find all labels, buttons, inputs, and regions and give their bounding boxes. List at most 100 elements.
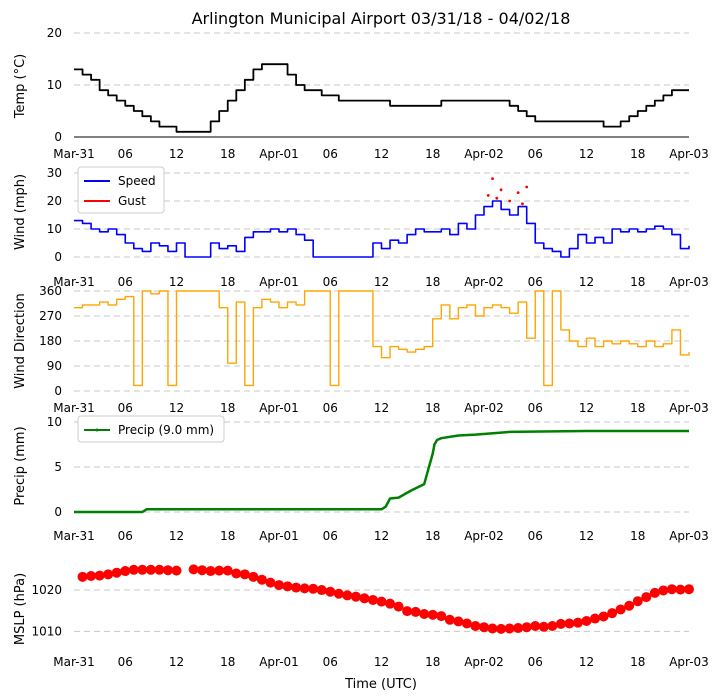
x-tick-label: Apr-03 [669, 529, 709, 543]
x-tick-label: 18 [630, 529, 645, 543]
gust-point [495, 196, 499, 200]
mslp-point [94, 570, 105, 581]
mslp-point [231, 568, 242, 579]
series-line-temperature [74, 63, 689, 133]
mslp-point [308, 583, 319, 594]
x-tick-label: Mar-31 [53, 655, 94, 669]
mslp-point [436, 611, 447, 622]
x-tick-label: 18 [220, 401, 235, 415]
x-tick-label: 12 [579, 529, 594, 543]
x-tick-label: 12 [169, 147, 184, 161]
y-tick-label: 0 [54, 384, 62, 398]
x-tick-label: 18 [425, 401, 440, 415]
mslp-point [547, 620, 558, 631]
mslp-point [453, 616, 464, 627]
data-temperature [74, 63, 689, 133]
x-tick-label: 12 [579, 147, 594, 161]
x-tick-label: 06 [528, 275, 543, 289]
x-tick-label: Apr-03 [669, 147, 709, 161]
legend-marker [95, 428, 99, 432]
x-tick-label: 12 [374, 529, 389, 543]
gust-point [516, 191, 520, 195]
mslp-point [624, 600, 635, 611]
panel-wind [74, 172, 689, 258]
x-tick-label: 06 [528, 655, 543, 669]
gust-point [521, 202, 524, 206]
x-tick-label: Apr-02 [464, 147, 504, 161]
panel-mslp [74, 589, 689, 632]
mslp-point [86, 571, 97, 581]
mslp-point [410, 606, 421, 617]
mslp-point [162, 565, 173, 576]
mslp-point [103, 569, 114, 580]
y-axis-label: Wind Direction [13, 293, 28, 389]
gust-point [486, 194, 490, 197]
mslp-point [684, 584, 694, 595]
x-tick-label: 18 [425, 275, 440, 289]
x-tick-label: 06 [323, 401, 338, 415]
mslp-point [598, 611, 609, 622]
mslp-point [590, 613, 601, 624]
mslp-point [632, 596, 643, 607]
x-tick-label: Apr-02 [464, 401, 504, 415]
mslp-point [479, 622, 489, 633]
y-axis-label: MSLP (hPa) [13, 573, 28, 645]
mslp-point [154, 564, 165, 575]
mslp-point [197, 565, 208, 576]
y-tick-label: 270 [39, 309, 62, 323]
gust-point [499, 188, 503, 192]
mslp-point [128, 564, 139, 575]
mslp-point [120, 566, 131, 577]
x-tick-label: 18 [630, 275, 645, 289]
x-tick-label: 18 [425, 655, 440, 669]
mslp-point [342, 590, 353, 601]
x-tick-label: 06 [118, 401, 133, 415]
mslp-point [367, 594, 378, 605]
x-tick-label: 12 [579, 275, 594, 289]
mslp-point [282, 581, 293, 592]
x-tick-label: 12 [579, 655, 594, 669]
x-tick-label: 12 [169, 529, 184, 543]
mslp-point [171, 565, 182, 576]
panel-temperature [74, 32, 689, 138]
data-mslp [77, 564, 694, 634]
x-tick-label: Apr-01 [259, 275, 299, 289]
mslp-point [564, 618, 575, 629]
mslp-point [265, 577, 276, 588]
mslp-point [658, 585, 669, 596]
data-wind_direction [74, 290, 690, 387]
mslp-point [675, 584, 686, 595]
x-tick-label: 18 [425, 529, 440, 543]
mslp-point [248, 571, 259, 582]
y-tick-label: 20 [47, 194, 62, 208]
x-tick-label: 12 [169, 401, 184, 415]
mslp-point [419, 609, 430, 619]
x-tick-label: Mar-31 [53, 147, 94, 161]
x-tick-label: 18 [630, 147, 645, 161]
series-line-speed [74, 200, 690, 258]
x-tick-label: Mar-31 [53, 275, 94, 289]
x-tick-label: Mar-31 [53, 401, 94, 415]
data-wind [74, 177, 690, 258]
mslp-point [222, 565, 233, 576]
x-tick-label: Apr-01 [259, 147, 299, 161]
mslp-point [385, 598, 396, 609]
x-tick-label: 06 [118, 147, 133, 161]
x-tick-label: 06 [528, 147, 543, 161]
gust-point [525, 185, 529, 189]
x-tick-label: 06 [323, 275, 338, 289]
x-tick-label: 12 [374, 655, 389, 669]
mslp-point [145, 564, 156, 575]
series-line-direction [74, 290, 690, 387]
data-precipitation [74, 429, 689, 514]
gust-point [491, 177, 494, 181]
chart-title: Arlington Municipal Airport 03/31/18 - 0… [192, 9, 571, 28]
mslp-point [111, 567, 122, 578]
x-tick-label: Apr-01 [259, 401, 299, 415]
x-tick-label: 06 [118, 275, 133, 289]
y-tick-label: 0 [54, 505, 62, 519]
mslp-point [504, 623, 515, 634]
x-tick-label: 12 [374, 147, 389, 161]
x-tick-label: Apr-02 [464, 529, 504, 543]
mslp-point [77, 571, 88, 582]
